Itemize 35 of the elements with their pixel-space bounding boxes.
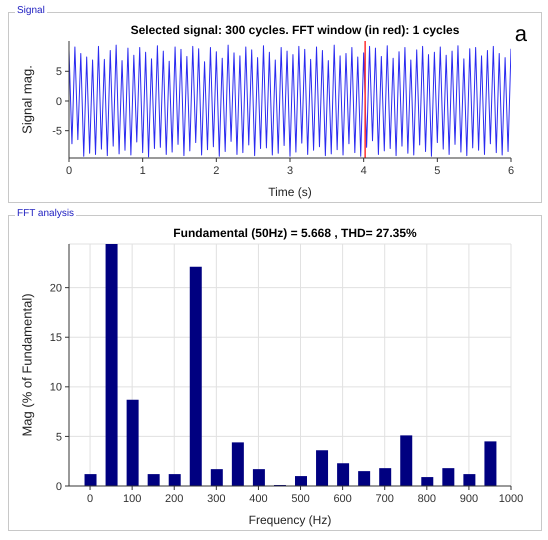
x-tick-label: 0	[86, 492, 94, 505]
y-tick-label: 5	[56, 431, 62, 444]
y-tick-label: 20	[50, 282, 62, 295]
x-tick-label: 800	[418, 492, 436, 505]
y-tick-label: 0	[56, 96, 62, 108]
x-tick-label: 400	[249, 492, 268, 505]
y-tick-label: 5	[56, 66, 62, 78]
x-tick-label: 1000	[498, 492, 524, 505]
x-tick-label: 3	[286, 164, 294, 177]
x-tick-label: 0	[66, 164, 72, 177]
x-tick-label: 4	[360, 164, 367, 177]
y-axis-title: Mag (% of Fundamental)	[20, 293, 35, 437]
x-axis-title: Frequency (Hz)	[248, 513, 332, 527]
x-tick-label: 300	[207, 492, 226, 505]
x-tick-label: 700	[376, 492, 394, 505]
x-tick-label: 600	[333, 492, 352, 505]
x-tick-label: 500	[291, 492, 310, 505]
x-tick-label: 2	[213, 164, 220, 177]
chart-title: Fundamental (50Hz) = 5.668 , THD= 27.35%	[172, 226, 418, 240]
x-axis-title: Time (s)	[268, 185, 312, 199]
x-tick-label: 1	[140, 164, 146, 177]
y-tick-label: 10	[50, 382, 62, 394]
x-tick-label: 100	[122, 492, 142, 505]
text: a	[514, 21, 527, 47]
y-tick-label: -5	[52, 126, 62, 138]
x-tick-label: 900	[460, 492, 478, 505]
x-tick-label: 200	[165, 492, 184, 505]
x-tick-label: 5	[434, 164, 440, 177]
y-axis-title: Signal mag.	[20, 65, 35, 134]
text: FFT analysis	[15, 208, 76, 219]
x-tick-label: 6	[508, 164, 514, 177]
y-tick-label: 0	[56, 480, 62, 493]
text: Signal	[15, 5, 47, 16]
y-tick-label: 15	[50, 332, 62, 344]
chart-title: Selected signal: 300 cycles. FFT window (in red): 1 cycles	[130, 23, 460, 37]
